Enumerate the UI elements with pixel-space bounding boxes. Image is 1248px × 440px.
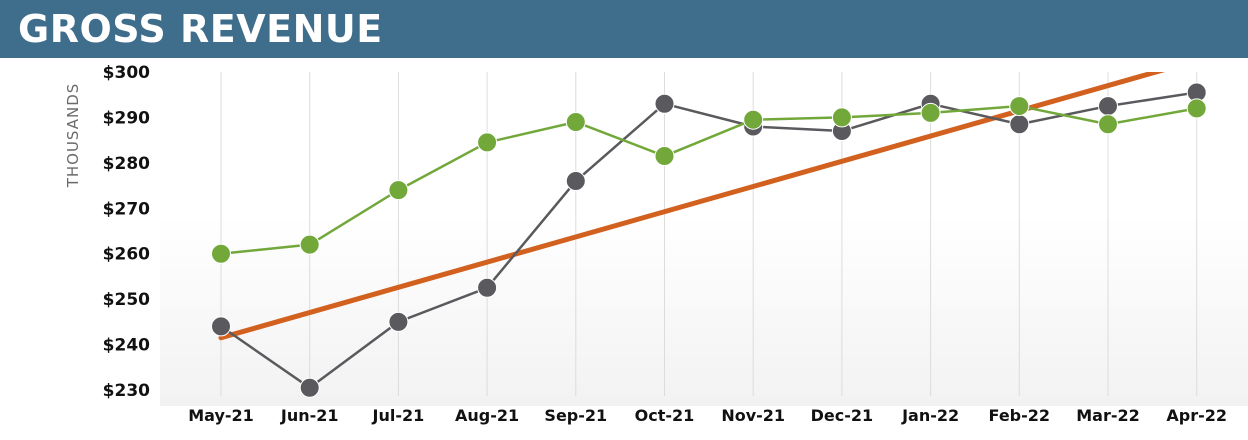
y-tick-label: $290 [103, 108, 150, 128]
x-tick-label: May-21 [188, 406, 254, 425]
y-tick-label: $250 [103, 290, 150, 310]
y-tick-label: $270 [103, 199, 150, 219]
data-point-gray [1098, 96, 1118, 117]
x-tick-label: Jul-21 [372, 406, 425, 425]
data-point-green [1098, 114, 1118, 135]
x-tick-label: Nov-21 [721, 406, 785, 425]
data-point-gray [654, 93, 675, 114]
x-tick-label: Aug-21 [455, 406, 519, 425]
x-tick-label: Mar-22 [1076, 406, 1140, 425]
data-point-green [388, 180, 409, 201]
x-tick-label: Dec-21 [811, 406, 874, 425]
data-point-gray [565, 171, 586, 192]
data-point-green [743, 109, 764, 130]
data-point-gray [211, 316, 231, 337]
data-point-gray [388, 311, 409, 332]
data-point-green [477, 132, 498, 153]
data-point-green [299, 234, 320, 255]
header-bar: GROSS REVENUE [0, 0, 1248, 58]
data-point-gray [1009, 114, 1030, 135]
y-tick-label: $260 [103, 245, 150, 265]
x-tick-label: Feb-22 [989, 406, 1051, 425]
data-point-green [920, 102, 941, 123]
trendline-layer [218, 72, 1166, 341]
series-line-green [220, 104, 1197, 255]
data-point-green [1009, 96, 1030, 117]
data-point-green [831, 107, 852, 128]
grid-lines [220, 72, 1198, 396]
x-tick-label: Sep-21 [544, 406, 607, 425]
y-tick-label: $230 [103, 381, 150, 401]
x-tick-label: Apr-22 [1166, 406, 1227, 425]
x-tick-label: Jan-22 [901, 406, 959, 425]
series-layer [211, 82, 1207, 398]
data-point-green [211, 243, 231, 264]
series-line-gray [220, 91, 1197, 389]
data-point-gray [477, 277, 498, 298]
x-tick-label: Jun-21 [280, 406, 339, 425]
data-point-green [1186, 98, 1207, 119]
y-tick-label: $280 [103, 154, 150, 174]
y-tick-label: $240 [103, 336, 150, 356]
data-point-green [654, 146, 675, 167]
y-tick-label: $300 [103, 63, 150, 83]
data-point-green [565, 111, 586, 132]
x-tick-label: Oct-21 [635, 406, 695, 425]
x-axis: May-21 Jun-21 Jul-21 Aug-21 Sep-21 Oct-21 Nov-… [188, 406, 1227, 425]
series-green [211, 96, 1207, 264]
chart-title: GROSS REVENUE [18, 7, 383, 51]
y-axis-label: THOUSANDS [64, 83, 82, 189]
trendline [218, 72, 1166, 341]
y-axis: $230 $240 $250 $260 $270 $280 $290 $300 [103, 63, 150, 401]
series-gray [211, 82, 1207, 398]
data-point-gray [299, 377, 320, 398]
